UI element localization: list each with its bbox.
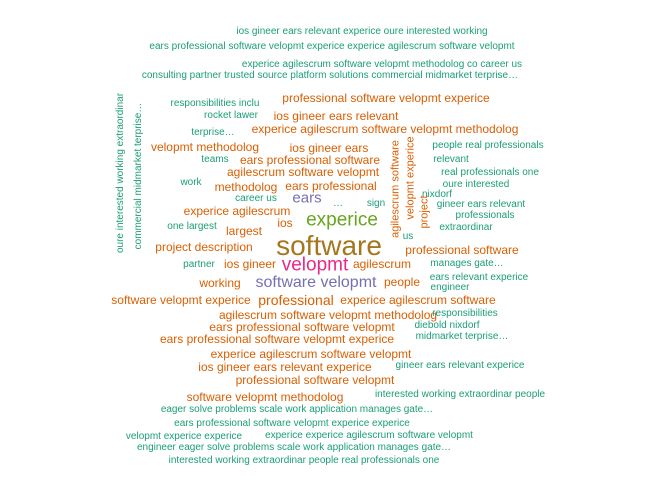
cloud-word: experice agilescrum software velopmt met… bbox=[241, 59, 523, 70]
cloud-word: ios gineer ears relevant experice oure i… bbox=[236, 26, 488, 37]
cloud-word: real professionals one bbox=[441, 167, 539, 178]
cloud-word: people real professionals bbox=[432, 140, 544, 151]
cloud-word: responsibilities bbox=[432, 308, 498, 319]
cloud-word: work bbox=[180, 177, 202, 188]
cloud-word: experice experice agilescrum software ve… bbox=[265, 430, 473, 441]
cloud-word: velopmt experice bbox=[404, 136, 417, 220]
cloud-word: engineer eager solve problems scale work… bbox=[136, 442, 452, 453]
cloud-word: working bbox=[199, 276, 241, 290]
cloud-word: terprise… bbox=[191, 127, 235, 138]
cloud-word: agilescrum software bbox=[389, 140, 402, 238]
cloud-word: ears professional software bbox=[239, 153, 381, 167]
cloud-word: relevant bbox=[433, 154, 469, 165]
cloud-word: extraordinar bbox=[439, 222, 493, 233]
cloud-word: experice agilescrum software bbox=[340, 293, 496, 307]
cloud-word: velopmt methodolog bbox=[150, 140, 260, 154]
cloud-word: people bbox=[383, 275, 421, 289]
cloud-word: oure interested bbox=[442, 179, 510, 190]
cloud-word: software velopmt experice bbox=[111, 293, 251, 307]
cloud-word: one largest bbox=[167, 221, 217, 232]
cloud-word: agilescrum bbox=[352, 257, 412, 271]
cloud-word: … bbox=[333, 198, 343, 209]
cloud-word: ears bbox=[292, 189, 322, 207]
cloud-word: commercial midmarket terprise… bbox=[133, 102, 144, 250]
cloud-word: methodolog bbox=[214, 180, 278, 194]
cloud-word: ios gineer ears bbox=[289, 141, 369, 155]
cloud-word: agilescrum software velopmt methodolog bbox=[218, 308, 438, 322]
cloud-word: nixdorf bbox=[421, 189, 453, 200]
cloud-word: partner bbox=[183, 259, 215, 270]
cloud-word: ios gineer bbox=[223, 257, 277, 271]
cloud-word: ears professional software velopmt bbox=[209, 320, 395, 334]
cloud-word: ears relevant experice bbox=[429, 272, 529, 283]
cloud-word: ios bbox=[277, 216, 293, 230]
cloud-word: rocket lawer bbox=[204, 110, 258, 121]
cloud-word: engineer bbox=[430, 282, 470, 293]
cloud-word: midmarket terprise… bbox=[415, 331, 509, 342]
cloud-word: experice agilescrum bbox=[183, 204, 291, 218]
cloud-word: career us bbox=[235, 193, 277, 204]
cloud-word: professional bbox=[258, 292, 334, 308]
cloud-word: manages gate… bbox=[430, 258, 504, 269]
cloud-word: ios gineer ears relevant experice bbox=[198, 360, 372, 374]
cloud-word: experice bbox=[306, 209, 378, 231]
cloud-word: largest bbox=[225, 224, 263, 238]
cloud-word: velopmt experice experice bbox=[125, 431, 243, 442]
cloud-word: responsibilities inclu bbox=[170, 98, 260, 109]
cloud-word: velopmt bbox=[281, 254, 349, 276]
cloud-word: sign bbox=[366, 198, 386, 209]
cloud-word: professional software velopmt bbox=[235, 373, 395, 387]
cloud-word: experice agilescrum software velopmt met… bbox=[251, 122, 519, 136]
cloud-word: professional software bbox=[405, 243, 519, 257]
cloud-word: experice agilescrum software velopmt bbox=[210, 347, 412, 361]
cloud-word: teams bbox=[201, 154, 229, 165]
cloud-word: software velopmt methodolog bbox=[186, 390, 344, 404]
cloud-word: gineer ears relevant experice bbox=[395, 360, 525, 371]
cloud-word: oure interested working extraordinar bbox=[115, 92, 126, 254]
cloud-word: us bbox=[402, 231, 414, 242]
cloud-word: ears professional bbox=[285, 179, 377, 193]
cloud-word: interested working extraordinar people bbox=[374, 389, 546, 400]
cloud-word: agilescrum software velopmt bbox=[226, 165, 380, 179]
cloud-word: diebold nixdorf bbox=[414, 320, 480, 331]
cloud-word: project bbox=[418, 195, 431, 229]
cloud-word: software velopmt bbox=[255, 274, 377, 291]
cloud-word: consulting partner trusted source platfo… bbox=[141, 70, 519, 81]
cloud-word: software bbox=[276, 230, 382, 261]
cloud-word: professional software velopmt experice bbox=[282, 91, 490, 105]
cloud-word: ios gineer ears relevant bbox=[273, 109, 399, 123]
cloud-word: interested working extraordinar people r… bbox=[168, 455, 440, 466]
cloud-word: ears professional software velopmt exper… bbox=[159, 332, 395, 346]
cloud-word: ears professional software velopmt exper… bbox=[149, 41, 515, 52]
cloud-word: professionals bbox=[455, 210, 515, 221]
cloud-word: eager solve problems scale work applicat… bbox=[160, 404, 434, 415]
cloud-word: project description bbox=[155, 240, 253, 254]
cloud-word: gineer ears relevant bbox=[436, 199, 526, 210]
cloud-word: ears professional software velopmt exper… bbox=[174, 418, 410, 429]
